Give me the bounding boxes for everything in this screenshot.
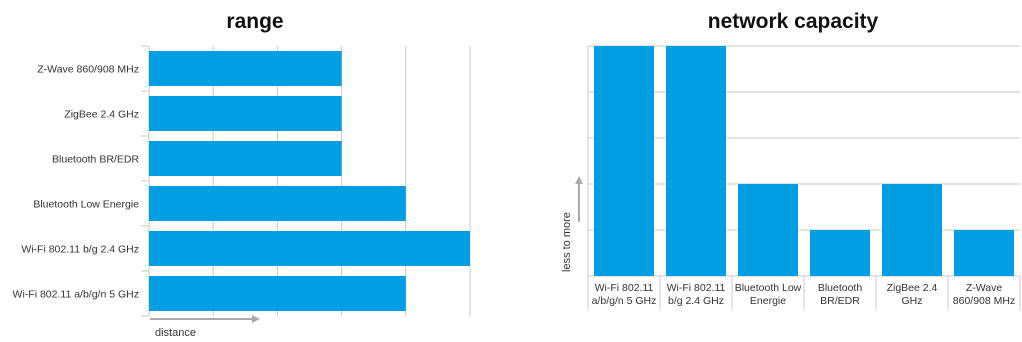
capacity-bar xyxy=(738,184,798,276)
range-x-axis-label: distance xyxy=(155,327,196,339)
range-category-label: Bluetooth Low Energie xyxy=(33,199,139,211)
range-category-label: Wi-Fi 802.11 b/g 2.4 GHz xyxy=(21,244,139,256)
capacity-chart-title: network capacity xyxy=(708,10,879,33)
range-category-label: Wi-Fi 802.11 a/b/g/n 5 GHz xyxy=(13,289,139,301)
capacity-gridlines xyxy=(587,45,1021,310)
capacity-chart: network capacity Wi-Fi 802.11 a/b/g/n 5 G… xyxy=(561,10,1021,310)
capacity-category-labels: Wi-Fi 802.11 a/b/g/n 5 GHz Wi-Fi 802.11 b/g… xyxy=(592,282,1016,307)
capacity-bar xyxy=(954,230,1014,276)
range-bar xyxy=(149,141,342,176)
range-category-label: Z-Wave 860/908 MHz xyxy=(37,64,139,76)
range-bar xyxy=(149,186,406,221)
capacity-y-axis-label: less to more xyxy=(561,212,573,272)
capacity-category-label: Z-Wave 860/908 MHz xyxy=(953,282,1015,307)
range-bar xyxy=(149,276,406,311)
range-gridlines xyxy=(141,45,471,317)
capacity-bar xyxy=(594,46,654,276)
range-category-labels: Z-Wave 860/908 MHz ZigBee 2.4 GHz Bluetoot… xyxy=(13,64,140,301)
range-category-label: Bluetooth BR/EDR xyxy=(52,154,139,166)
capacity-bar xyxy=(810,230,870,276)
range-chart: range Z-Wave 860/908 MHz ZigBee 2.4 GHz Bl… xyxy=(13,10,471,339)
range-bar xyxy=(149,231,470,266)
capacity-category-label: Bluetooth Low Energie xyxy=(735,282,802,307)
capacity-category-label: Bluetooth BR/EDR xyxy=(818,282,863,307)
capacity-bar xyxy=(882,184,942,276)
range-bar xyxy=(149,51,342,86)
range-chart-title: range xyxy=(226,10,283,33)
capacity-bars xyxy=(594,46,1014,276)
range-category-label: ZigBee 2.4 GHz xyxy=(64,109,139,121)
range-bar xyxy=(149,96,342,131)
capacity-bar xyxy=(666,46,726,276)
capacity-category-label: Wi-Fi 802.11 a/b/g/n 5 GHz xyxy=(592,282,657,307)
capacity-category-label: ZigBee 2.4 GHz xyxy=(887,282,938,307)
capacity-category-label: Wi-Fi 802.11 b/g 2.4 GHz xyxy=(667,282,726,307)
range-bars xyxy=(149,51,470,311)
